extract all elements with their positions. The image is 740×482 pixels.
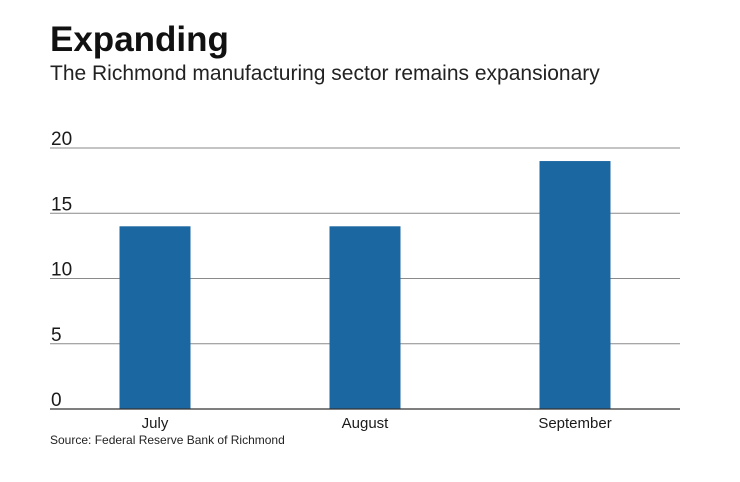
y-tick-label: 5 — [51, 325, 62, 346]
chart-title: Expanding — [50, 20, 229, 59]
x-tick-label: September — [538, 415, 611, 432]
bars — [119, 161, 611, 409]
chart-subtitle: The Richmond manufacturing sector remain… — [50, 62, 600, 85]
y-tick-label: 20 — [51, 129, 72, 150]
x-tick-label: August — [342, 415, 390, 432]
y-tick-label: 10 — [51, 260, 72, 281]
y-tick-label: 0 — [51, 390, 62, 411]
y-axis-tick-labels: 0 5 10 15 20 — [51, 129, 72, 411]
source-note: Source: Federal Reserve Bank of Richmond — [50, 433, 285, 447]
bar-september — [539, 161, 611, 409]
bar-july — [119, 226, 191, 409]
x-tick-label: July — [142, 415, 169, 432]
y-tick-label: 15 — [51, 194, 72, 215]
bar-august — [329, 226, 401, 409]
x-axis-tick-labels: July August September — [142, 415, 612, 432]
